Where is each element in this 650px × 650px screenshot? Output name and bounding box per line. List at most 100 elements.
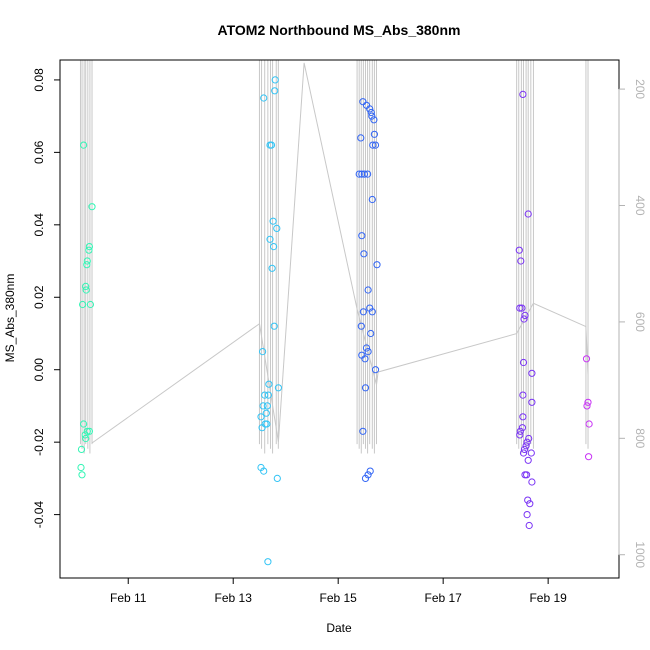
data-point [519,449,528,457]
data-point [528,398,536,406]
x-tick-label: Feb 11 [110,591,147,605]
data-point [82,286,90,294]
data-point [519,413,527,421]
data-point [368,112,376,120]
data-point [263,420,271,428]
data-point [585,453,593,461]
data-point [262,409,270,417]
data-point [525,434,533,443]
data-point [260,94,268,102]
data-point [81,431,89,439]
chart-title: ATOM2 Northbound MS_Abs_380nm [218,22,461,38]
data-point [366,467,374,475]
data-point [370,116,378,124]
data-point [524,210,532,218]
data-point [525,521,533,530]
data-point [582,355,591,363]
data-point [518,304,526,312]
y-tick-label: 0.00 [32,358,46,382]
data-point [77,463,85,472]
data-point [523,510,531,519]
data-point [364,170,372,178]
data-point [371,366,380,374]
y-tick-label: -0.02 [32,428,46,456]
data-point [361,355,369,363]
y-axis: -0.04 -0.02 0.00 0.02 0.04 0.06 0.08 [32,68,60,528]
data-point [264,558,272,566]
data-point [80,141,88,149]
data-point [367,108,375,117]
y-tick-label: 0.06 [32,140,46,164]
data-point [361,384,370,392]
y2-tick-label: 400 [633,195,647,215]
data-point [362,344,371,352]
data-point [364,286,372,294]
data-point [370,130,378,138]
data-point [260,467,268,475]
x-tick-label: Feb 13 [215,591,253,605]
data-point [360,170,368,178]
data-point [528,369,536,377]
data-point [585,420,593,428]
data-point [261,391,269,399]
y-tick-label: 0.08 [32,68,46,92]
data-point [373,261,381,269]
data-point [274,384,282,392]
data-point [516,431,524,439]
data-point [359,427,367,435]
data-point [523,438,531,446]
data-point [520,445,529,453]
data-point [83,427,91,435]
data-point [271,76,279,84]
data-point [515,246,523,254]
data-point [357,134,365,142]
y2-tick-label: 600 [633,312,647,332]
data-point [82,434,90,443]
data-point [358,232,366,240]
x-axis-label: Date [326,621,352,635]
depth-line [91,60,589,444]
data-point [526,500,534,508]
y2-tick-label: 1000 [633,541,647,568]
data-point [516,304,524,312]
y2-axis: 200 400 600 800 1000 [618,79,647,568]
data-point [520,315,528,323]
data-point [521,311,529,319]
x-tick-label: Feb 17 [424,591,462,605]
data-point [519,358,528,367]
data-point [361,474,370,482]
data-point [266,235,274,243]
data-point [523,471,531,479]
data-point [367,329,375,338]
data-point [273,474,281,482]
data-point [259,348,267,356]
data-point [79,300,87,309]
data-point [359,98,367,106]
data-point [78,471,86,479]
data-point [527,449,535,457]
y-axis-label: MS_Abs_380nm [3,274,17,363]
y-tick-label: 0.04 [32,213,46,237]
x-tick-label: Feb 15 [320,591,358,605]
data-point [524,496,532,504]
x-axis: Feb 11 Feb 13 Feb 15 Feb 17 Feb 19 [110,578,567,605]
x-tick-label: Feb 19 [529,591,567,605]
data-point [368,195,376,204]
data-point [522,442,530,450]
data-point [263,402,271,410]
data-point [368,308,376,316]
depth-trace [79,60,589,454]
data-point [86,300,95,309]
data-point [271,87,279,95]
data-point [517,257,525,265]
data-point [264,391,272,399]
data-point [518,424,527,432]
data-point [270,243,278,251]
data-point [268,264,276,272]
data-point [85,243,94,251]
data-point [85,246,93,254]
data-point [80,420,88,428]
data-point [259,402,267,410]
data-point [519,391,527,399]
